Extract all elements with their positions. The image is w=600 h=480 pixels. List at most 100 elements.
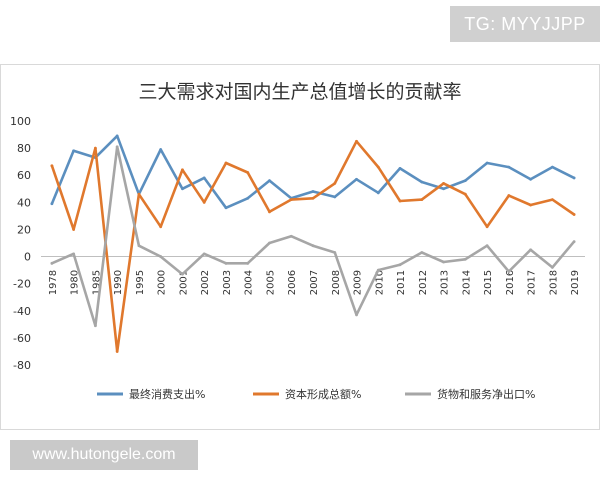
- data-point: [289, 198, 293, 202]
- series-group: [50, 145, 576, 328]
- data-point: [376, 165, 380, 169]
- x-tick-label: 2009: [353, 270, 364, 295]
- data-point: [550, 198, 554, 202]
- data-point: [572, 240, 576, 244]
- x-tick-label: 2008: [331, 270, 342, 295]
- data-point: [50, 202, 54, 206]
- data-point: [246, 171, 250, 174]
- x-tick-label: 2011: [396, 270, 407, 295]
- data-point: [94, 324, 97, 328]
- x-tick-label: 2019: [570, 270, 581, 295]
- data-point: [485, 225, 489, 229]
- data-point: [398, 263, 402, 267]
- x-tick-label: 2006: [287, 270, 298, 295]
- data-point: [463, 192, 467, 196]
- data-point: [137, 244, 141, 248]
- data-point: [442, 260, 445, 264]
- data-point: [572, 213, 576, 216]
- y-tick-label: -80: [13, 359, 31, 372]
- data-point: [159, 255, 163, 258]
- y-tick-label: 0: [24, 251, 31, 264]
- watermark-tag: TG: MYYJJPP: [450, 6, 600, 42]
- x-tick-label: 2018: [548, 270, 559, 295]
- x-tick-label: 1985: [91, 270, 102, 295]
- data-point: [246, 196, 250, 200]
- data-point: [246, 261, 250, 265]
- data-point: [115, 134, 119, 138]
- data-point: [420, 198, 424, 202]
- data-point: [376, 191, 380, 195]
- data-point: [159, 148, 163, 151]
- data-point: [224, 161, 228, 165]
- data-point: [398, 167, 402, 170]
- data-point: [224, 261, 228, 265]
- data-point: [398, 199, 402, 203]
- data-point: [485, 244, 489, 248]
- data-point: [550, 266, 554, 269]
- data-point: [289, 234, 293, 238]
- x-tick-label: 2000: [157, 270, 168, 295]
- data-point: [202, 176, 206, 180]
- data-point: [442, 181, 445, 185]
- x-tick-label: 1990: [113, 270, 124, 295]
- x-tick-label: 2007: [309, 270, 320, 295]
- data-point: [202, 252, 206, 256]
- legend-label: 货物和服务净出口%: [437, 387, 535, 401]
- x-tick-label: 1995: [135, 270, 146, 295]
- y-tick-label: 60: [17, 169, 31, 182]
- data-point: [529, 248, 532, 252]
- data-point: [115, 145, 119, 149]
- legend-label: 资本形成总额%: [285, 387, 361, 401]
- data-point: [463, 257, 467, 261]
- data-point: [420, 180, 424, 184]
- data-point: [311, 190, 315, 193]
- data-point: [50, 164, 54, 168]
- data-point: [50, 261, 54, 265]
- data-point: [224, 206, 228, 210]
- data-point: [311, 196, 315, 200]
- data-point: [333, 195, 337, 199]
- data-point: [333, 251, 337, 254]
- data-point: [268, 179, 271, 183]
- plot-area: [50, 134, 576, 353]
- data-point: [355, 313, 358, 317]
- x-tick-label: 2005: [265, 270, 276, 295]
- line-chart: 三大需求对国内生产总值增长的贡献率 -80 -60 -40 -20 0 20 40 60 80 1…: [10, 81, 585, 401]
- data-point: [181, 168, 184, 172]
- x-tick-label: 1980: [70, 270, 81, 295]
- data-point: [442, 187, 445, 191]
- x-tick-label: 2013: [440, 270, 451, 295]
- x-tick-label: 2001: [178, 270, 189, 295]
- y-tick-label: 100: [10, 115, 31, 128]
- data-point: [181, 272, 184, 276]
- y-axis: -80 -60 -40 -20 0 20 40 60 80 100: [10, 115, 31, 372]
- y-tick-label: -20: [13, 278, 31, 291]
- data-point: [507, 270, 511, 273]
- data-point: [115, 350, 119, 353]
- y-tick-label: 80: [17, 142, 31, 155]
- x-tick-label: 2004: [244, 270, 255, 295]
- legend-item: 最终消费支出%: [97, 387, 205, 401]
- data-point: [420, 251, 424, 254]
- data-point: [355, 139, 358, 143]
- data-point: [333, 181, 337, 185]
- chart-card: 三大需求对国内生产总值增长的贡献率 -80 -60 -40 -20 0 20 40 60 80 1…: [0, 64, 600, 430]
- data-point: [268, 210, 271, 214]
- data-point: [137, 192, 141, 196]
- x-tick-label: 2010: [374, 270, 385, 295]
- data-point: [72, 149, 76, 153]
- legend-item: 资本形成总额%: [253, 387, 361, 401]
- data-point: [202, 200, 206, 204]
- data-point: [485, 161, 489, 165]
- data-point: [355, 177, 358, 181]
- data-point: [159, 225, 163, 229]
- y-tick-label: -40: [13, 305, 31, 318]
- data-point: [550, 165, 554, 169]
- x-axis: 1978 1980 1985 1990 1995 2000 2001 2002 2003 2004…: [41, 256, 585, 295]
- chart-title: 三大需求对国内生产总值增长的贡献率: [138, 81, 461, 103]
- data-point: [507, 165, 511, 169]
- data-point: [94, 146, 97, 150]
- x-tick-label: 2012: [418, 270, 429, 295]
- x-tick-label: 2017: [527, 270, 538, 295]
- x-tick-label: 2016: [505, 270, 516, 295]
